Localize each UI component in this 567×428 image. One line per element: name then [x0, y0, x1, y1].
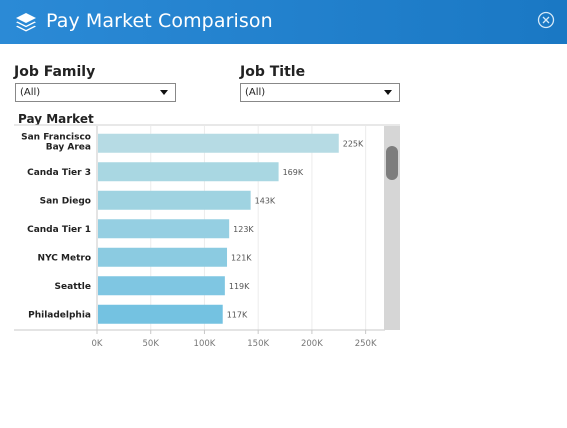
chevron-down-icon — [384, 90, 392, 95]
job-family-value: (All) — [20, 87, 41, 98]
bar[interactable] — [98, 162, 279, 182]
bar[interactable] — [98, 219, 230, 239]
x-tick-label: 50K — [143, 339, 160, 349]
bar-value-label: 225K — [343, 139, 364, 148]
bar[interactable] — [98, 133, 339, 153]
category-label: NYC Metro — [38, 253, 91, 263]
scrollbar-thumb[interactable] — [386, 146, 398, 180]
bar[interactable] — [98, 190, 251, 210]
x-tick-label: 150K — [247, 339, 269, 349]
title-bar: Pay Market Comparison — [0, 0, 567, 44]
bar[interactable] — [98, 304, 223, 324]
category-label: San Francisco — [21, 132, 91, 142]
bar-value-label: 119K — [229, 282, 250, 291]
bar[interactable] — [98, 276, 225, 296]
x-tick-label: 250K — [355, 339, 377, 349]
window-title: Pay Market Comparison — [46, 10, 273, 32]
chevron-down-icon — [160, 90, 168, 95]
x-tick-label: 0K — [92, 339, 103, 349]
close-icon[interactable] — [536, 10, 556, 30]
chart-title: Pay Market — [18, 112, 94, 126]
bar-value-label: 123K — [233, 225, 254, 234]
job-title-value: (All) — [245, 87, 266, 98]
bar-value-label: 121K — [231, 253, 252, 262]
bar-value-label: 117K — [227, 310, 248, 319]
category-label: Canda Tier 1 — [27, 225, 91, 235]
job-family-select[interactable]: (All) — [15, 83, 176, 102]
x-tick-label: 200K — [301, 339, 323, 349]
category-label: Seattle — [55, 282, 91, 292]
layers-icon — [16, 13, 36, 32]
category-label: Canda Tier 3 — [27, 168, 91, 178]
bar-value-label: 169K — [283, 168, 304, 177]
job-family-label: Job Family — [14, 64, 96, 80]
bar[interactable] — [98, 247, 228, 267]
job-title-select[interactable]: (All) — [240, 83, 400, 102]
category-label: Bay Area — [46, 142, 91, 152]
bar-value-label: 143K — [255, 196, 276, 205]
category-label: Philadelphia — [28, 310, 91, 320]
x-tick-label: 100K — [194, 339, 216, 349]
job-title-label: Job Title — [240, 64, 306, 80]
category-label: San Diego — [40, 196, 91, 206]
